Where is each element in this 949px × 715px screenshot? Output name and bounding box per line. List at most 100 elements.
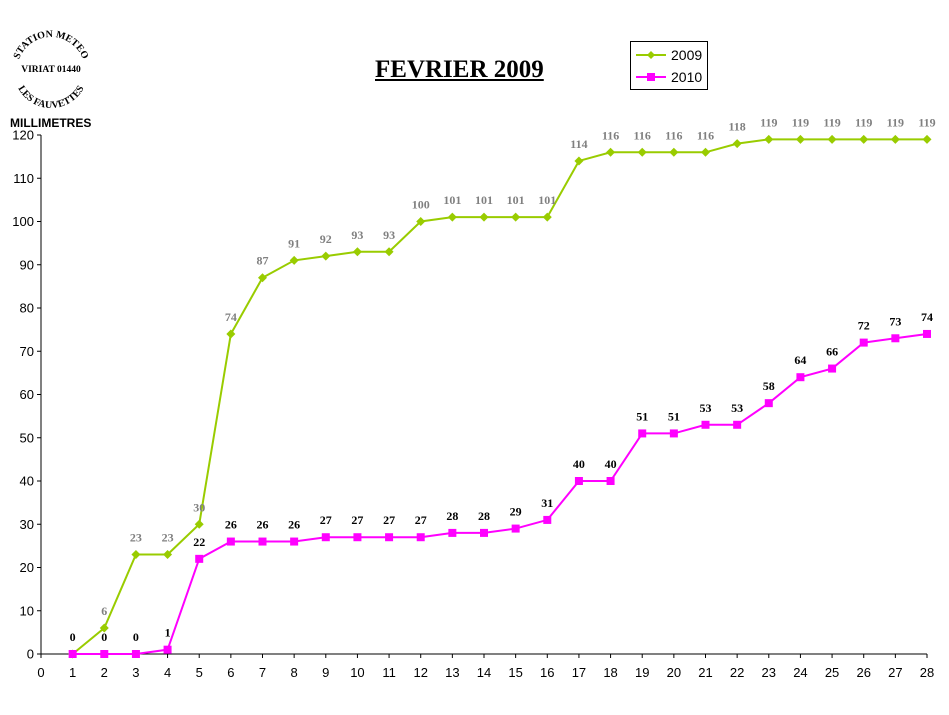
x-tick-label: 4 [164, 665, 171, 680]
data-label-2009: 114 [570, 137, 587, 151]
data-point-2009 [163, 550, 173, 560]
data-point-2009 [384, 247, 394, 257]
x-tick-label: 26 [856, 665, 870, 680]
data-point-2010 [701, 420, 710, 429]
x-tick-label: 19 [635, 665, 649, 680]
data-point-2009 [416, 217, 426, 226]
data-point-2010 [480, 528, 488, 537]
x-tick-label: 11 [382, 665, 396, 680]
data-point-2009 [574, 156, 584, 166]
data-point-2010 [891, 334, 900, 343]
y-tick-label: 10 [20, 603, 34, 618]
data-point-2009 [669, 147, 679, 157]
data-label-2010: 72 [858, 319, 870, 333]
data-point-2009 [701, 147, 710, 157]
y-tick-label: 60 [20, 387, 34, 402]
y-axis-label: MILLIMETRES [10, 116, 92, 130]
data-label-2009: 100 [412, 198, 430, 212]
x-tick-label: 23 [762, 665, 776, 680]
data-point-2010 [321, 533, 330, 542]
y-tick-label: 120 [12, 128, 34, 143]
data-point-2010 [574, 477, 583, 485]
data-point-2009 [922, 134, 932, 144]
svg-text:LES FAUVETTES: LES FAUVETTES [15, 83, 86, 111]
data-point-2010 [606, 477, 615, 485]
data-label-2009: 101 [507, 193, 525, 207]
data-label-2009: 118 [728, 120, 745, 134]
data-label-2009: 119 [792, 115, 809, 129]
data-label-2009: 119 [887, 115, 904, 129]
y-tick-label: 20 [20, 560, 34, 575]
data-label-2009: 116 [602, 128, 619, 142]
data-point-2010 [163, 645, 172, 654]
data-label-2010: 22 [193, 535, 205, 549]
data-label-2010: 28 [446, 509, 458, 523]
data-point-2010 [68, 650, 77, 658]
station-stamp: STATION METEO VIRIAT 01440 LES FAUVETTES [8, 25, 94, 116]
x-tick-label: 24 [793, 665, 807, 680]
data-point-2009 [732, 139, 742, 149]
legend-item-2010: 2010 [635, 67, 702, 87]
data-label-2010: 74 [921, 310, 933, 324]
data-label-2009: 101 [475, 193, 493, 207]
data-label-2009: 116 [634, 128, 651, 142]
data-label-2010: 0 [101, 630, 107, 644]
legend-label-2010: 2010 [671, 69, 703, 85]
svg-text:STATION METEO: STATION METEO [12, 29, 91, 61]
x-tick-label: 5 [196, 665, 203, 680]
data-label-2009: 87 [257, 254, 269, 268]
x-tick-label: 1 [69, 665, 76, 680]
data-label-2010: 1 [165, 626, 171, 640]
data-label-2010: 51 [668, 409, 680, 423]
data-label-2010: 0 [70, 630, 76, 644]
y-tick-label: 40 [20, 474, 34, 489]
data-point-2009 [637, 147, 647, 157]
data-point-2010 [733, 420, 742, 429]
x-tick-label: 14 [477, 665, 491, 680]
data-point-2010 [290, 537, 299, 546]
data-label-2009: 74 [225, 310, 237, 324]
data-label-2010: 73 [889, 314, 901, 328]
data-point-2009 [289, 255, 299, 265]
data-point-2010 [669, 429, 678, 438]
x-tick-label: 22 [730, 665, 744, 680]
data-label-2009: 23 [130, 531, 142, 545]
x-tick-label: 13 [445, 665, 459, 680]
data-label-2009: 93 [383, 228, 395, 242]
legend: 2009 2010 [630, 41, 708, 90]
data-label-2010: 26 [288, 518, 300, 532]
data-point-2010 [195, 554, 204, 563]
data-label-2009: 116 [665, 128, 682, 142]
data-label-2009: 91 [288, 236, 300, 250]
data-point-2010 [828, 364, 837, 373]
data-label-2010: 26 [257, 518, 269, 532]
legend-marker-2009 [636, 51, 666, 59]
y-tick-label: 0 [27, 647, 34, 662]
data-point-2009 [511, 212, 521, 222]
data-point-2010 [638, 429, 647, 438]
data-label-2009: 119 [760, 115, 777, 129]
data-label-2009: 101 [538, 193, 556, 207]
y-tick-label: 70 [20, 344, 34, 359]
data-point-2009 [606, 147, 616, 157]
data-point-2009 [447, 212, 457, 222]
data-point-2010 [543, 515, 552, 524]
x-tick-label: 17 [572, 665, 586, 680]
data-point-2009 [321, 251, 331, 261]
data-label-2010: 40 [605, 457, 617, 471]
y-tick-label: 80 [20, 301, 34, 316]
data-point-2009 [226, 329, 236, 339]
data-point-2010 [385, 533, 394, 542]
data-point-2009 [764, 134, 774, 144]
data-label-2009: 119 [918, 115, 935, 129]
data-label-2009: 116 [697, 128, 714, 142]
data-label-2010: 51 [636, 409, 648, 423]
data-point-2009 [479, 212, 489, 222]
data-label-2010: 0 [133, 630, 139, 644]
x-tick-label: 15 [508, 665, 522, 680]
data-point-2010 [859, 338, 868, 347]
y-tick-label: 90 [20, 257, 34, 272]
stamp-bottom-text: LES FAUVETTES [15, 83, 86, 111]
x-tick-label: 18 [603, 665, 617, 680]
x-tick-label: 20 [667, 665, 681, 680]
